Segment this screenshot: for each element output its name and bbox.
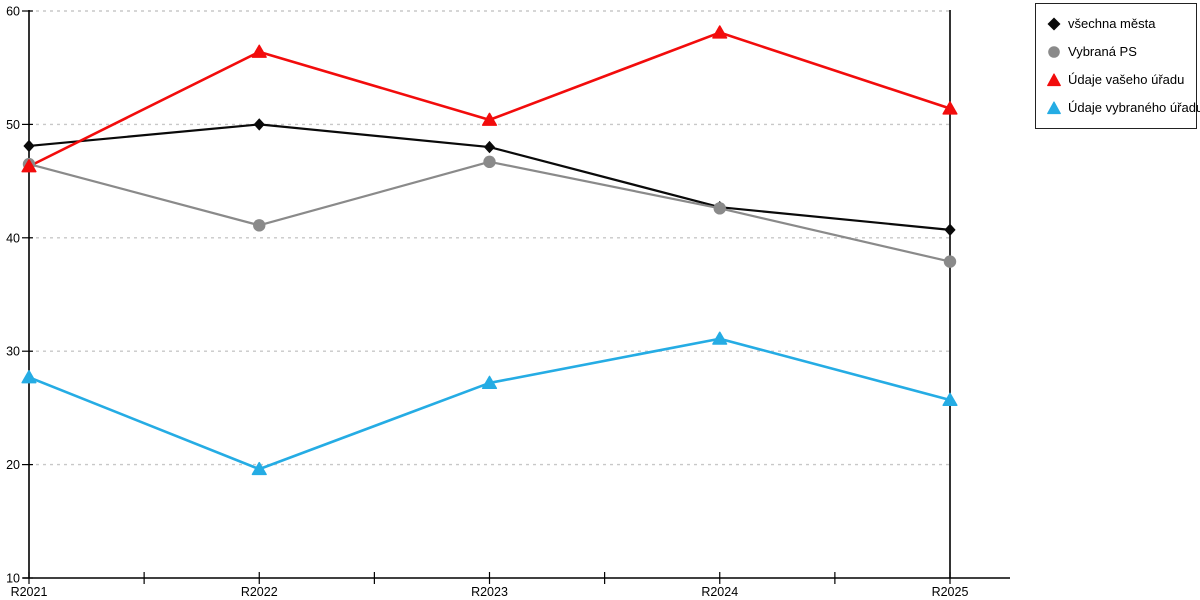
svg-text:60: 60 <box>6 5 20 19</box>
svg-text:30: 30 <box>6 345 20 359</box>
triangle-marker-icon <box>1047 73 1061 87</box>
legend-item: Vybraná PS <box>1047 43 1188 61</box>
svg-text:R2022: R2022 <box>241 585 278 599</box>
svg-text:50: 50 <box>6 118 20 132</box>
legend-label: Údaje vašeho úřadu <box>1068 72 1185 87</box>
circle-marker-icon <box>1047 45 1061 59</box>
legend-label: Vybraná PS <box>1068 44 1137 59</box>
svg-text:R2023: R2023 <box>471 585 508 599</box>
svg-text:R2021: R2021 <box>11 585 48 599</box>
svg-text:R2024: R2024 <box>701 585 738 599</box>
legend-item: všechna města <box>1047 15 1188 33</box>
svg-text:10: 10 <box>6 572 20 586</box>
svg-text:40: 40 <box>6 231 20 245</box>
diamond-marker-icon <box>1047 17 1061 31</box>
legend: všechna města Vybraná PS Údaje vašeho úř… <box>1035 3 1200 129</box>
legend-item: Údaje vybraného úřadu <box>1047 99 1200 117</box>
legend-label: Údaje vybraného úřadu <box>1068 100 1200 115</box>
svg-text:20: 20 <box>6 458 20 472</box>
triangle-marker-icon <box>1047 101 1061 115</box>
legend-item: Údaje vašeho úřadu <box>1047 71 1188 89</box>
legend-label: všechna města <box>1068 16 1156 31</box>
svg-text:R2025: R2025 <box>932 585 969 599</box>
